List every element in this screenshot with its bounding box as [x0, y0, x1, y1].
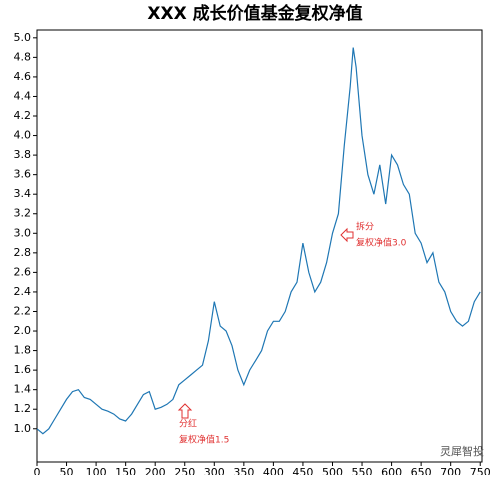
line — [36, 47, 481, 435]
x-tick-label: 100 — [86, 466, 107, 475]
plot-frame — [36, 29, 483, 463]
y-tick-label: 5.0 — [14, 31, 32, 44]
x-tick-label: 600 — [381, 466, 402, 475]
y-tick-label: 4.0 — [14, 129, 32, 142]
x-tick-label: 500 — [322, 466, 343, 475]
annotation: 拆分 — [356, 221, 374, 233]
y-tick-label: 2.6 — [14, 265, 32, 278]
x-tick-label: 700 — [440, 466, 461, 475]
x-tick-label: 400 — [263, 466, 284, 475]
dividend-arrow — [177, 403, 193, 419]
y-tick-label: 2.4 — [14, 285, 32, 298]
y-tick-label: 3.4 — [14, 187, 32, 200]
annotation: 分红 — [179, 418, 197, 430]
y-tick-label: 4.6 — [14, 70, 32, 83]
y-tick-label: 1.4 — [14, 383, 32, 396]
x-tick-label: 750 — [470, 466, 491, 475]
y-tick-label: 3.2 — [14, 207, 32, 220]
y-tick-label: 1.6 — [14, 363, 32, 376]
y-tick-label: 2.0 — [14, 324, 32, 337]
y-tick-label: 1.0 — [14, 422, 32, 435]
chart-title: XXX 成长价值基金复权净值 — [147, 3, 362, 24]
y-tick-label: 1.2 — [14, 402, 32, 415]
x-tick-label: 0 — [34, 466, 41, 475]
x-tick-label: 250 — [174, 466, 195, 475]
x-tick-label: 550 — [352, 466, 373, 475]
x-tick-label: 450 — [292, 466, 313, 475]
y-tick-label: 4.8 — [14, 50, 32, 63]
annotation: 复权净值1.5 — [179, 434, 229, 446]
y-tick-label: 4.2 — [14, 109, 32, 122]
watermark: 灵犀智投 — [440, 444, 484, 458]
x-tick-label: 350 — [233, 466, 254, 475]
x-tick-label: 300 — [204, 466, 225, 475]
x-tick-label: 50 — [60, 466, 74, 475]
x-tick-label: 200 — [145, 466, 166, 475]
x-tick-label: 650 — [411, 466, 432, 475]
y-tick-label: 2.2 — [14, 304, 32, 317]
y-tick-label: 2.8 — [14, 246, 32, 259]
y-tick-label: 1.8 — [14, 344, 32, 357]
y-tick-label: 3.6 — [14, 168, 32, 181]
x-tick-label: 150 — [115, 466, 136, 475]
y-tick-label: 3.8 — [14, 148, 32, 161]
split-arrow — [340, 227, 354, 243]
y-tick-label: 4.4 — [14, 89, 32, 102]
y-tick-label: 3.0 — [14, 226, 32, 239]
annotation: 复权净值3.0 — [356, 237, 407, 249]
